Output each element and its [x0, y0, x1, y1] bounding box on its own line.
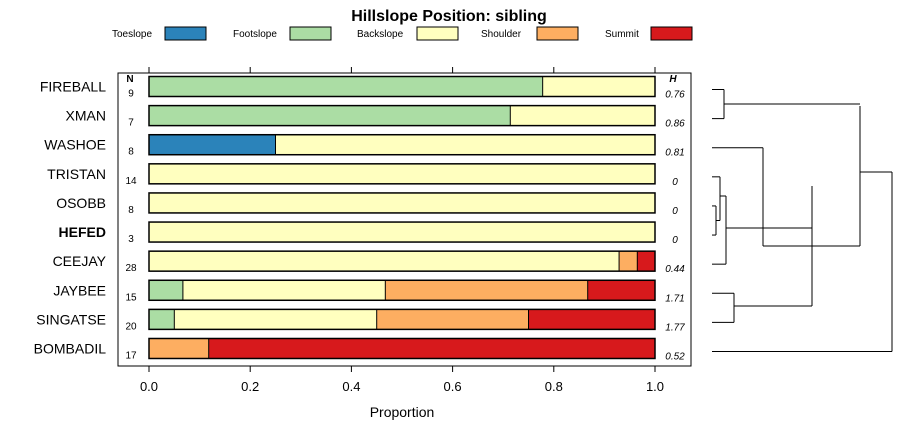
- n-value-bombadil: 17: [125, 350, 137, 361]
- row-label-ceejay: CEEJAY: [53, 253, 107, 269]
- bar-segment-washoe-backslope: [275, 134, 655, 155]
- bar-segment-jaybee-summit: [587, 280, 655, 301]
- bar-segment-singatse-shoulder: [376, 309, 529, 330]
- h-value-ceejay: 0.44: [665, 264, 685, 275]
- h-value-washoe: 0.81: [665, 148, 684, 159]
- plot-frame: [117, 72, 692, 367]
- bar-segment-osobb-backslope: [149, 192, 655, 213]
- bar-segment-xman-footslope: [149, 105, 511, 126]
- bar-segment-fireball-backslope: [542, 76, 655, 97]
- x-tick-label-0: 0.0: [140, 379, 158, 394]
- x-axis-title: Proportion: [370, 404, 435, 420]
- bar-segment-washoe-toeslope: [149, 134, 276, 155]
- bar-segment-fireball-footslope: [149, 76, 543, 97]
- row-label-fireball: FIREBALL: [40, 79, 106, 95]
- x-tick-label-5: 1.0: [646, 379, 664, 394]
- row-label-singatse: SINGATSE: [36, 311, 106, 327]
- bar-segment-ceejay-shoulder: [619, 251, 638, 272]
- bar-segment-ceejay-summit: [637, 251, 656, 272]
- bar-segment-jaybee-footslope: [149, 280, 183, 301]
- h-value-fireball: 0.76: [665, 90, 685, 101]
- h-value-hefed: 0: [672, 235, 678, 246]
- h-value-bombadil: 0.52: [665, 351, 685, 362]
- n-value-ceejay: 28: [125, 263, 137, 274]
- legend-swatch-summit: [650, 26, 693, 41]
- bar-segment-singatse-summit: [528, 309, 655, 330]
- x-tick-label-4: 0.8: [545, 379, 563, 394]
- legend: Toeslope Footslope Backslope Shoulder Summit: [112, 26, 693, 41]
- n-value-fireball: 9: [128, 89, 134, 100]
- h-value-osobb: 0: [672, 206, 678, 217]
- row-label-tristan: TRISTAN: [47, 166, 106, 182]
- legend-swatch-shoulder: [536, 26, 579, 41]
- row-label-xman: XMAN: [66, 108, 106, 124]
- n-value-singatse: 20: [125, 321, 137, 332]
- bar-outline-fireball: [148, 75, 656, 98]
- row-label-jaybee: JAYBEE: [53, 282, 106, 298]
- rows: FIREBALL 9 0.76 XMAN 7 0.86 WASHOE 8 0.81 TRISTAN…: [34, 75, 685, 362]
- n-value-xman: 7: [128, 118, 134, 129]
- x-tick-label-3: 0.6: [444, 379, 462, 394]
- dendrogram: [712, 89, 893, 352]
- bar-segment-jaybee-shoulder: [385, 280, 588, 301]
- row-label-washoe: WASHOE: [44, 137, 106, 153]
- bar-segment-hefed-backslope: [149, 222, 655, 243]
- legend-label-summit: Summit: [605, 29, 639, 40]
- legend-swatch-toeslope: [164, 26, 207, 41]
- legend-label-backslope: Backslope: [357, 29, 404, 40]
- bar-segment-ceejay-backslope: [149, 251, 620, 272]
- bar-segment-singatse-backslope: [174, 309, 377, 330]
- chart-title: Hillslope Position: sibling: [351, 8, 547, 25]
- bar-segment-xman-backslope: [510, 105, 655, 126]
- bar-segment-tristan-backslope: [149, 163, 655, 184]
- h-value-singatse: 1.77: [665, 322, 685, 333]
- h-value-xman: 0.86: [665, 119, 685, 130]
- bar-segment-singatse-footslope: [149, 309, 175, 330]
- bar-outline-ceejay: [148, 250, 656, 272]
- bar-segment-bombadil-summit: [208, 338, 655, 359]
- x-tick-label-2: 0.4: [342, 379, 360, 394]
- bar-outline-bombadil: [148, 337, 656, 360]
- n-value-hefed: 3: [128, 234, 134, 245]
- bar-outline-singatse: [148, 308, 656, 331]
- n-value-washoe: 8: [128, 147, 134, 158]
- legend-label-footslope: Footslope: [233, 29, 277, 40]
- n-value-tristan: 14: [125, 176, 137, 187]
- bar-outline-tristan: [148, 163, 656, 185]
- x-tick-label-1: 0.2: [241, 379, 259, 394]
- bar-outline-washoe: [148, 133, 656, 156]
- n-value-osobb: 8: [128, 205, 134, 216]
- bar-segment-bombadil-shoulder: [149, 338, 209, 359]
- n-column-header: N: [126, 74, 133, 85]
- bar-outline-osobb: [148, 192, 656, 214]
- row-label-osobb: OSOBB: [56, 195, 106, 211]
- bar-outline-jaybee: [148, 279, 656, 302]
- h-value-tristan: 0: [672, 177, 678, 188]
- bar-outline-xman: [148, 104, 656, 127]
- bar-segment-jaybee-backslope: [182, 280, 386, 301]
- row-label-hefed: HEFED: [59, 224, 106, 240]
- legend-swatch-footslope: [289, 26, 332, 41]
- axes: 0.0 0.2 0.4 0.6 0.8 1.0: [140, 67, 664, 394]
- row-label-bombadil: BOMBADIL: [34, 340, 107, 356]
- h-value-jaybee: 1.71: [665, 293, 684, 304]
- legend-swatch-backslope: [416, 26, 459, 41]
- bar-outline-hefed: [148, 221, 656, 243]
- legend-label-toeslope: Toeslope: [112, 29, 152, 40]
- n-value-jaybee: 15: [125, 292, 137, 303]
- h-column-header: H: [669, 74, 677, 85]
- legend-label-shoulder: Shoulder: [481, 29, 522, 40]
